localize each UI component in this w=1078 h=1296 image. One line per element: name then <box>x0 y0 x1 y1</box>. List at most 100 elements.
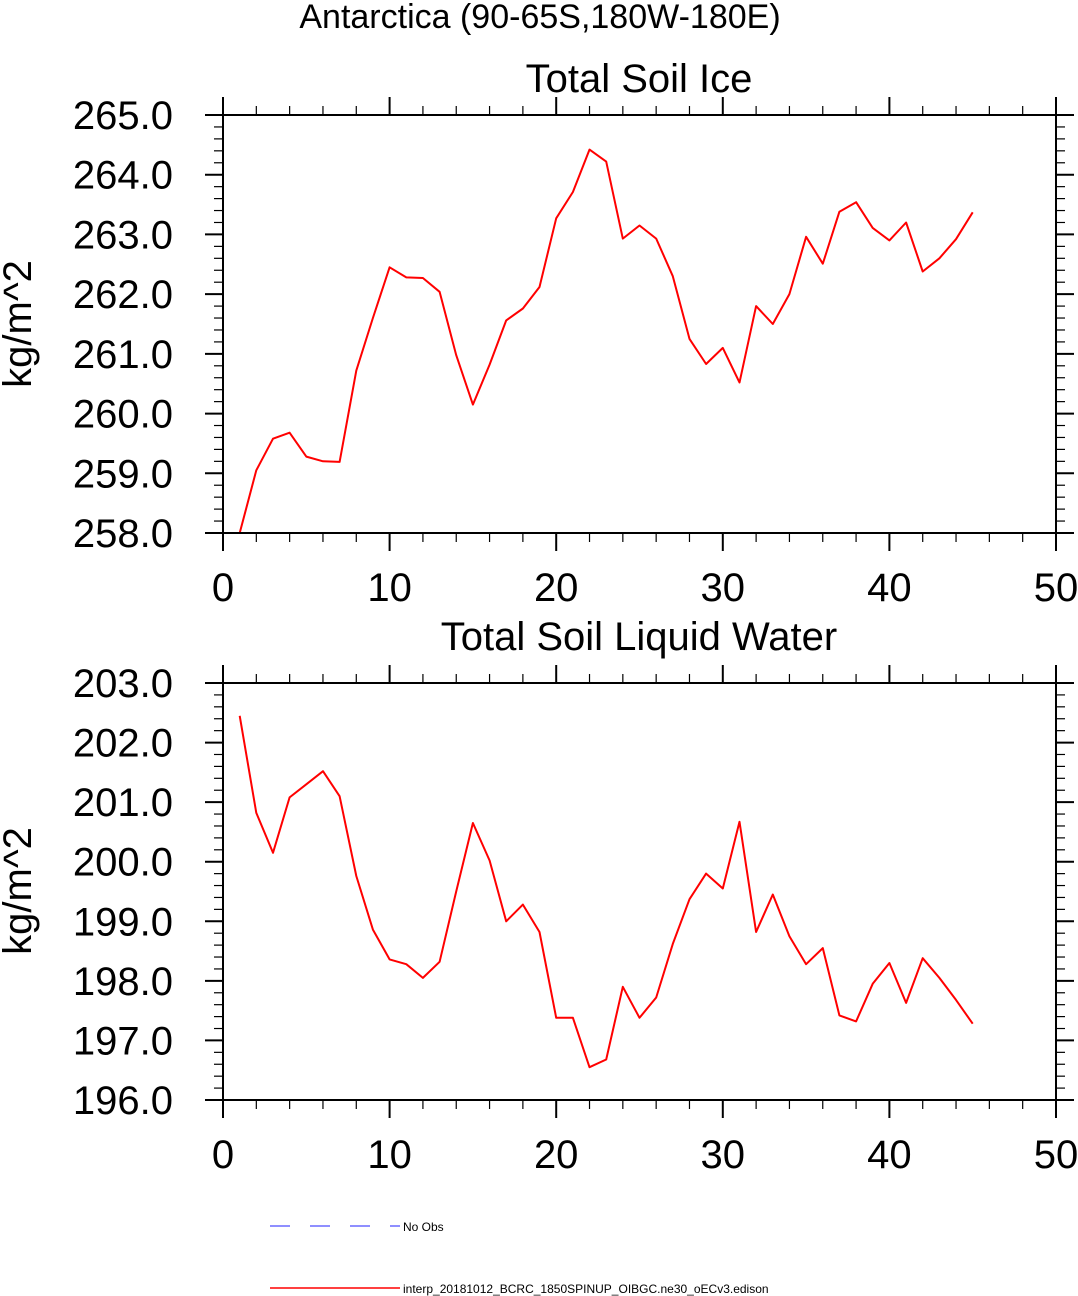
data-point <box>389 266 391 268</box>
data-point <box>455 891 457 893</box>
data-point <box>372 929 374 931</box>
y-tick-label: 261.0 <box>73 333 173 377</box>
data-point <box>505 920 507 922</box>
data-point <box>955 238 957 240</box>
panel-2-frame <box>222 682 1057 1101</box>
data-point <box>639 224 641 226</box>
data-point <box>755 931 757 933</box>
data-point <box>472 404 474 406</box>
y-tick-label: 203.0 <box>73 662 173 706</box>
data-point <box>872 983 874 985</box>
panel-1-title: Total Soil Ice <box>526 57 753 101</box>
data-point <box>822 263 824 265</box>
panel-total-soil-liquid-water: Total Soil Liquid Water kg/m^2 0 10 20 30 40… <box>0 615 1078 1177</box>
data-point <box>522 904 524 906</box>
y-tick-label: 198.0 <box>73 960 173 1004</box>
data-point <box>605 1058 607 1060</box>
data-point <box>489 860 491 862</box>
data-point <box>738 821 740 823</box>
y-tick-label: 262.0 <box>73 273 173 317</box>
y-tick-label: 258.0 <box>73 512 173 556</box>
x-tick-label: 40 <box>867 1133 912 1177</box>
data-point <box>439 291 441 293</box>
y-tick-label: 259.0 <box>73 452 173 496</box>
data-point <box>822 947 824 949</box>
data-point <box>805 236 807 238</box>
y-tick-label: 196.0 <box>73 1079 173 1123</box>
data-point <box>755 305 757 307</box>
data-point <box>705 873 707 875</box>
legend-label-no-obs: No Obs <box>403 1220 444 1234</box>
data-point <box>355 875 357 877</box>
data-point <box>572 191 574 193</box>
data-point <box>422 977 424 979</box>
data-point <box>505 319 507 321</box>
y-tick-label: 199.0 <box>73 900 173 944</box>
y-tick-label: 202.0 <box>73 722 173 766</box>
data-point <box>339 795 341 797</box>
data-point <box>305 456 307 458</box>
data-point <box>572 1017 574 1019</box>
data-point <box>622 238 624 240</box>
data-point <box>672 275 674 277</box>
data-point <box>272 852 274 854</box>
legend-label-model: interp_20181012_BCRC_1850SPINUP_OIBGC.ne… <box>403 1282 769 1296</box>
data-point <box>555 217 557 219</box>
data-point <box>672 943 674 945</box>
panel-1-frame <box>222 114 1057 534</box>
data-point <box>339 461 341 463</box>
data-point <box>239 715 241 717</box>
data-point <box>472 822 474 824</box>
x-tick-label: 40 <box>867 566 912 610</box>
data-point <box>872 227 874 229</box>
y-tick-label: 264.0 <box>73 154 173 198</box>
x-tick-label: 20 <box>534 566 579 610</box>
figure-title: Antarctica (90-65S,180W-180E) <box>299 0 780 36</box>
x-tick-label: 50 <box>1034 1133 1078 1177</box>
panel-2-series <box>238 715 974 1069</box>
series-line <box>238 148 974 534</box>
data-point <box>772 893 774 895</box>
data-point <box>922 270 924 272</box>
data-point <box>305 783 307 785</box>
data-point <box>905 1002 907 1004</box>
x-tick-label: 30 <box>701 1133 746 1177</box>
data-point <box>289 432 291 434</box>
data-point <box>355 370 357 372</box>
data-point <box>422 277 424 279</box>
data-point <box>838 211 840 213</box>
data-point <box>255 812 257 814</box>
data-point <box>605 161 607 163</box>
data-point <box>722 888 724 890</box>
data-point <box>655 238 657 240</box>
x-tick-label: 10 <box>367 566 412 610</box>
data-point <box>622 986 624 988</box>
data-point <box>788 293 790 295</box>
data-point <box>888 239 890 241</box>
data-point <box>655 997 657 999</box>
data-point <box>289 796 291 798</box>
data-point <box>389 958 391 960</box>
data-point <box>972 211 974 213</box>
data-point <box>272 438 274 440</box>
data-point <box>722 347 724 349</box>
panel-1-ticks: 0 10 20 30 40 50 258.0 259.0 260.0 261.0 262.0 263.… <box>73 94 1078 610</box>
data-point <box>522 307 524 309</box>
data-point <box>688 898 690 900</box>
y-tick-label: 197.0 <box>73 1019 173 1063</box>
panel-1-ylabel: kg/m^2 <box>0 260 40 388</box>
data-point <box>322 770 324 772</box>
data-point <box>589 1066 591 1068</box>
data-point <box>555 1017 557 1019</box>
data-point <box>372 317 374 319</box>
data-point <box>738 382 740 384</box>
data-point <box>539 286 541 288</box>
data-point <box>938 257 940 259</box>
data-point <box>322 460 324 462</box>
panel-2-ylabel: kg/m^2 <box>0 827 40 955</box>
x-tick-label: 0 <box>212 566 234 610</box>
data-point <box>838 1014 840 1016</box>
panel-2-ticks: 0 10 20 30 40 50 196.0 197.0 198.0 199.0 200.0 201.… <box>73 662 1078 1177</box>
data-point <box>705 363 707 365</box>
